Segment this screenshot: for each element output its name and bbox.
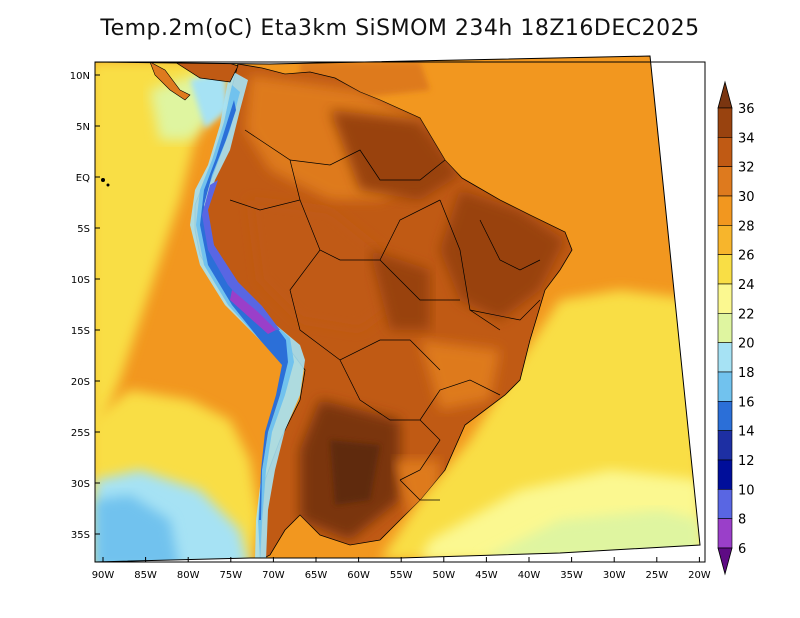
colorbar-segment: [717, 137, 733, 167]
southeast-brazil: [420, 340, 500, 410]
lat-label: EQ: [76, 173, 90, 184]
colorbar-segment: [717, 342, 733, 373]
lon-label: 30W: [603, 570, 626, 581]
chaco-hot-core: [330, 440, 380, 505]
guiana-hot: [330, 110, 460, 200]
colorbar-label: 8: [738, 513, 746, 528]
northeast-brazil-hot: [440, 190, 565, 320]
lat-label: 15S: [71, 326, 90, 337]
colorbar-label: 20: [738, 337, 755, 352]
colorbar-segment: [717, 489, 733, 519]
lon-label: 80W: [177, 570, 200, 581]
lon-label: 40W: [518, 570, 541, 581]
colorbar-label: 28: [738, 219, 755, 234]
colorbar-label: 32: [738, 161, 755, 176]
colorbar-label: 34: [738, 131, 755, 146]
altiplano-peak-cold: [230, 290, 276, 334]
border-peru-brazil: [299, 199, 460, 301]
border-brazil-states-5: [469, 299, 541, 321]
lon-label: 50W: [432, 570, 455, 581]
border-brazil-states-1: [439, 199, 501, 331]
colorbar-segment: [717, 107, 733, 138]
lat-label: 10S: [71, 275, 90, 286]
map-domain: [95, 56, 700, 562]
latitude-axis: 10N 5N EQ 5S 10S 15S 20S 25S 30S 35S: [70, 71, 100, 541]
colorbar-label: 10: [738, 483, 755, 498]
galapagos-island-2: [106, 183, 110, 187]
colorbar-label: 16: [738, 395, 755, 410]
colorbar-segment: [717, 283, 733, 314]
lon-label: 90W: [92, 570, 115, 581]
colorbar-label: 6: [738, 542, 746, 557]
colorbar-segment: [717, 518, 733, 549]
cerrado-hot: [370, 250, 430, 330]
colorbar-bottom-triangle: [717, 547, 733, 576]
colorbar-label: 26: [738, 249, 755, 264]
colorbar-label: 18: [738, 366, 755, 381]
colorbar: 36 34 32 30 28 26 24 22 20 18 16 14 12 10 8 6: [717, 80, 755, 576]
altiplano-coldest: [202, 180, 280, 330]
lon-label: 75W: [219, 570, 242, 581]
border-north: [289, 149, 446, 181]
colorbar-segment: [717, 225, 733, 255]
colorbar-label: 24: [738, 278, 755, 293]
lon-label: 65W: [305, 570, 328, 581]
pacific-warm-region: [95, 60, 240, 430]
colorbar-segment: [717, 430, 733, 461]
country-borders: [229, 129, 541, 501]
andes-colder-band: [196, 85, 294, 558]
lat-label: 35S: [71, 530, 90, 541]
map-frame-outline: [94, 55, 701, 563]
colorbar-segment: [717, 401, 733, 431]
lat-label: 30S: [71, 479, 90, 490]
south-pacific-colder: [95, 495, 180, 562]
colorbar-label: 14: [738, 425, 755, 440]
border-brazil-states-2: [379, 199, 441, 261]
colorbar-top-triangle: [717, 80, 733, 109]
colorbar-segment: [717, 313, 733, 343]
panama-bight-cool: [190, 72, 228, 128]
colorbar-label: 30: [738, 190, 755, 205]
colorbar-segment: [717, 459, 733, 490]
colorbar-segment: [717, 166, 733, 197]
lon-label: 70W: [262, 570, 285, 581]
galapagos-island-1: [101, 178, 105, 182]
lat-label: 25S: [71, 428, 90, 439]
lon-label: 35W: [560, 570, 583, 581]
colorbar-segment: [717, 254, 733, 285]
lat-label: 5S: [77, 224, 90, 235]
map-title: Temp.2m(oC) Eta3km SiSMOM 234h 18Z16DEC2…: [100, 16, 700, 41]
panama-isthmus: [149, 61, 191, 101]
central-amazon: [250, 200, 400, 330]
border-uruguay: [399, 479, 440, 501]
lat-label: 20S: [71, 377, 90, 388]
lon-label: 25W: [645, 570, 668, 581]
longitude-axis: 90W 85W 80W 75W 70W 65W 60W 55W 50W 45W 40W 35W 30W 2…: [92, 557, 711, 581]
lon-label: 85W: [134, 570, 157, 581]
south-atlantic-coldest: [480, 510, 700, 560]
border-brazil-states-3: [419, 379, 501, 421]
colorbar-label: 22: [738, 307, 755, 322]
lon-label: 60W: [347, 570, 370, 581]
colorbar-label: 12: [738, 454, 755, 469]
border-brazil-states-4: [479, 219, 541, 271]
lon-label: 55W: [390, 570, 413, 581]
lon-label: 20W: [688, 570, 711, 581]
land-temperature-shading: [245, 75, 565, 540]
colorbar-label: 36: [738, 102, 755, 117]
plot-frame: [94, 61, 706, 563]
colorbar-segment: [717, 195, 733, 226]
lat-label: 5N: [76, 122, 90, 133]
lon-label: 45W: [475, 570, 498, 581]
lat-label: 10N: [70, 71, 90, 82]
colorbar-segment: [717, 371, 733, 402]
